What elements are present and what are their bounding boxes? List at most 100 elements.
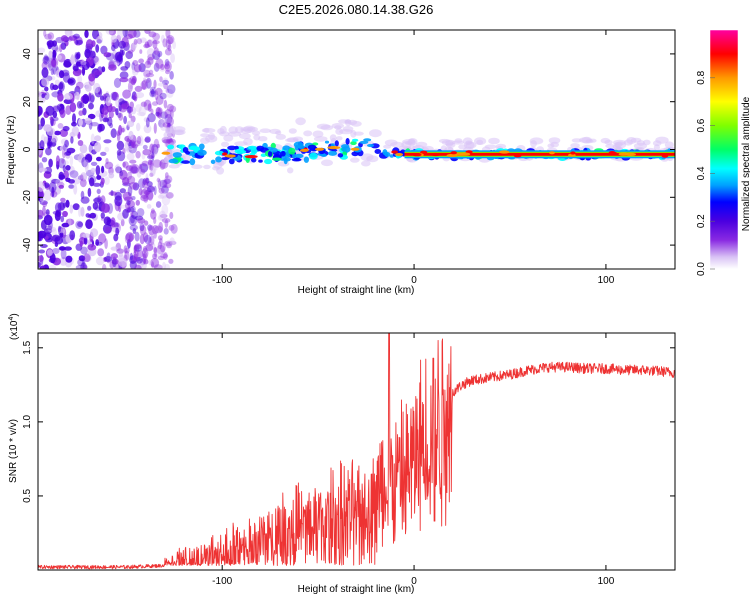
- spectrogram-cell: [51, 228, 57, 236]
- spectrogram-cell: [159, 76, 163, 83]
- spectrogram-cell: [208, 132, 216, 140]
- spectrogram-cell: [309, 152, 318, 160]
- spectrogram-cell: [41, 67, 49, 78]
- spectrogram-cell: [54, 202, 62, 213]
- spectrogram-cell: [95, 35, 103, 45]
- spectrogram-cell: [165, 30, 171, 39]
- spectrogram-cell: [115, 166, 122, 174]
- spectrogram-cell: [458, 144, 468, 150]
- spectrogram-cell: [548, 137, 561, 144]
- spectrogram-cell: [130, 205, 136, 213]
- spectrogram-cell: [69, 30, 74, 37]
- spectrogram-cell: [92, 182, 101, 187]
- spectrogram-cell: [159, 192, 168, 199]
- snr-xtick-label: 0: [411, 576, 417, 587]
- spectrogram-cell: [83, 159, 89, 169]
- spectrogram-cell: [153, 62, 160, 72]
- spectrogram-cell: [221, 141, 229, 147]
- spectrogram-cell: [157, 82, 166, 87]
- spectrogram-cell: [58, 184, 64, 189]
- spectrogram-cell: [148, 69, 154, 75]
- spectrogram-cell: [101, 106, 109, 115]
- spectrogram-cell: [108, 111, 114, 119]
- spectrogram-cell: [251, 157, 257, 163]
- spectrogram-cell: [570, 143, 580, 148]
- spectrogram-cell: [88, 143, 94, 153]
- spectrogram-cell: [60, 215, 65, 223]
- spectrogram-cell: [341, 144, 350, 149]
- spectrogram-cell: [200, 133, 210, 138]
- spectrogram-cell: [49, 253, 56, 264]
- spectrogram-cell: [321, 159, 333, 167]
- spectrogram-cell: [224, 154, 236, 158]
- spectrogram-cell: [334, 140, 339, 147]
- spectrogram-cell: [79, 178, 87, 188]
- spectrogram-cell: [131, 164, 140, 174]
- spectrogram-cell: [116, 140, 125, 151]
- spectrogram-cell: [144, 60, 152, 69]
- spectrogram-cell: [98, 233, 107, 244]
- spectrogram-cell: [82, 233, 91, 239]
- spectrogram-cell: [79, 144, 88, 154]
- spectrogram-cell: [103, 52, 112, 58]
- spectrogram-cell: [168, 158, 179, 164]
- spectrogram-cell: [48, 158, 53, 168]
- spectrogram-cell: [158, 235, 163, 241]
- spectrogram-cell: [222, 152, 228, 156]
- spectrogram-cell: [162, 179, 168, 188]
- spectrogram-cell: [153, 138, 160, 150]
- spectrogram-cell: [114, 60, 120, 66]
- spectrogram-cell: [170, 109, 174, 119]
- spectrogram-cell: [165, 128, 174, 134]
- spectrogram-cell: [173, 130, 184, 136]
- snr-ticks: -100 0 100 0.5 1.0 1.5: [22, 333, 675, 587]
- spectrogram-cell: [120, 218, 125, 227]
- spectrogram-cell: [60, 197, 66, 203]
- spectrogram-cell: [147, 159, 153, 166]
- spectrogram-cell: [64, 92, 73, 101]
- spectrogram-cell: [50, 68, 54, 76]
- spectrogram-ytick-label: -20: [22, 190, 33, 205]
- spectrogram-cell: [172, 40, 177, 50]
- spectrogram-cell: [129, 181, 138, 190]
- spectrogram-cell: [62, 125, 70, 132]
- spectrogram-cell: [42, 201, 48, 208]
- spectrogram-cell: [219, 125, 227, 134]
- spectrogram-cell: [499, 150, 510, 154]
- spectrogram-cell: [140, 194, 149, 202]
- spectrogram-cell: [160, 63, 165, 71]
- spectrogram-cell: [157, 179, 162, 190]
- spectrogram-cell: [366, 155, 379, 163]
- spectrogram-cell: [258, 159, 263, 163]
- spectrogram-cell: [89, 212, 97, 219]
- spectrogram-ytick-label: -40: [22, 237, 33, 252]
- spectrogram-cell: [134, 264, 142, 269]
- spectrogram-cell: [122, 89, 131, 99]
- spectrogram-cell: [118, 101, 122, 112]
- spectrogram-cell: [244, 155, 258, 159]
- spectrogram-cell: [95, 241, 103, 246]
- spectrogram-cell: [324, 140, 330, 144]
- spectrogram-cell: [445, 140, 454, 147]
- spectrogram-cell: [115, 163, 121, 174]
- spectrogram-cell: [64, 139, 69, 148]
- spectrogram-cell: [87, 205, 92, 211]
- spectrogram-cell: [292, 153, 297, 159]
- spectrogram-cell: [145, 117, 150, 128]
- spectrogram-cell: [157, 108, 163, 119]
- spectrogram-cell: [82, 93, 89, 105]
- spectrogram-cell: [119, 71, 129, 79]
- spectrogram-cell: [51, 137, 57, 147]
- spectrogram-cell: [39, 140, 45, 150]
- spectrogram-cell: [389, 154, 394, 158]
- spectrogram-cell: [345, 138, 350, 145]
- spectrogram-cell: [143, 194, 149, 203]
- spectrogram-cell: [132, 228, 137, 234]
- spectrogram-cell: [137, 208, 145, 217]
- spectrogram-cell: [122, 177, 130, 186]
- spectrogram-cell: [342, 125, 354, 132]
- spectrogram-cell: [43, 30, 47, 37]
- spectrogram-cell: [114, 195, 123, 207]
- spectrogram-cell: [55, 178, 64, 185]
- colorbar-label: Normalized spectral amplitude: [741, 96, 750, 231]
